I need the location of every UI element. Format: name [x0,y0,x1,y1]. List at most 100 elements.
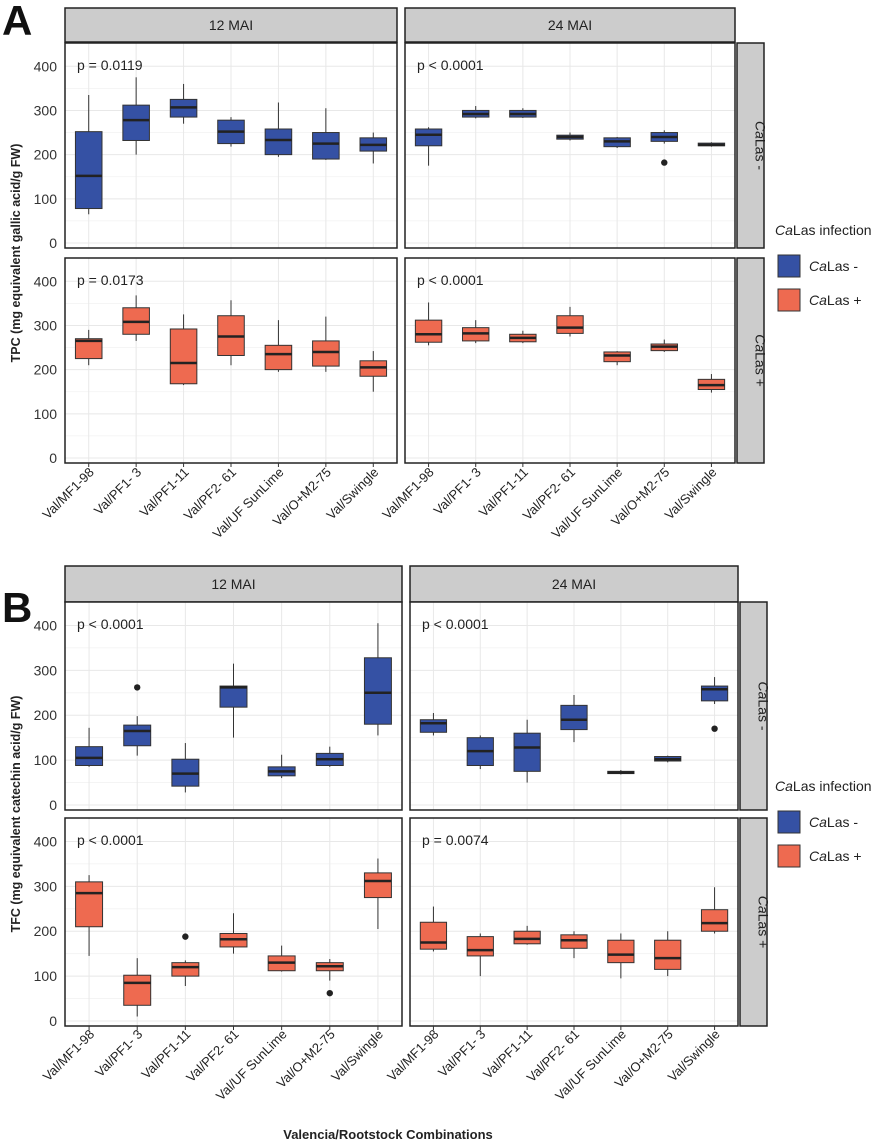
box-iqr [123,974,152,1006]
chart-A: A TPC (mg equivalent gallic acid/g FW) 12 … [2,0,872,541]
legend-entry: CaLas + [809,292,862,308]
box-iqr [312,132,340,160]
box-0 [74,94,103,215]
panel: p = 0.0119 [64,42,398,249]
box-2 [169,314,198,386]
p-value-label: p = 0.0074 [422,832,489,848]
box-3 [560,695,588,743]
box-outlier [326,989,333,997]
box-6 [359,132,388,164]
row-strip-label: CaLas - [756,681,772,730]
column-strip-label: 24 MAI [548,17,592,33]
box-4 [607,769,635,775]
box-2 [171,743,200,793]
box-4 [603,351,631,366]
legend-swatch [777,254,801,278]
box-4 [267,754,296,779]
box-iqr [122,104,150,141]
legend-swatch [777,810,801,834]
box-0 [414,127,443,166]
box-iqr [264,344,293,371]
box-0 [74,329,103,366]
box-3 [219,913,248,954]
box-iqr [75,881,104,928]
p-value-label: p = 0.0119 [77,57,143,73]
box-5 [315,959,344,997]
p-value-label: p = 0.0173 [77,272,144,288]
row-strip [736,257,765,464]
y-axis-title: TFC (mg equivalent catechin acid/g FW) [9,696,23,933]
box-iqr [414,319,443,343]
x-tick-label: Val/Swingle [323,465,381,523]
box-iqr [414,128,443,147]
box-iqr [700,909,729,932]
row-strip-label: CaLas + [753,334,769,387]
y-tick-label: 100 [34,752,58,768]
box-6 [363,858,392,929]
box-5 [650,339,678,352]
y-tick-label: 300 [34,102,58,118]
p-value-label: p < 0.0001 [422,616,489,632]
box-2 [169,83,198,124]
box-0 [75,727,104,767]
box-iqr [513,930,541,945]
box-1 [462,320,490,344]
box-1 [466,735,494,770]
panel: p < 0.0001 [64,817,403,1027]
x-tick-label: Val/Swingle [328,1027,386,1085]
legend-title: CaLas infection [775,778,872,794]
box-3 [219,663,248,738]
box-iqr [419,921,448,950]
box-6 [700,677,729,732]
box-5 [650,130,678,166]
figure-label: B [2,584,32,631]
box-3 [217,300,245,366]
row-strip-label: CaLas + [756,896,772,949]
box-2 [513,719,541,783]
y-tick-label: 100 [34,406,58,422]
p-value-label: p < 0.0001 [77,616,144,632]
box-6 [697,374,726,393]
legend-entry: CaLas + [809,848,862,864]
box-iqr [560,934,588,949]
box-iqr [603,351,631,363]
y-axis-title: TPC (mg equivalent gallic acid/g FW) [9,144,23,363]
panel-border [64,601,403,811]
panel: p = 0.0173 [64,257,398,464]
box-1 [123,958,152,1017]
box-4 [267,945,296,972]
panel: p < 0.0001 [404,257,736,464]
box-4 [603,136,631,148]
box-iqr [419,719,448,733]
row-strip [739,817,768,1027]
box-0 [419,906,448,952]
panel-border [64,42,398,249]
panel-border [409,601,739,811]
box-3 [556,132,584,141]
y-tick-label: 0 [49,450,57,466]
panel-border [404,42,736,249]
panel: p < 0.0001 [404,42,736,249]
y-tick-label: 0 [49,797,57,813]
box-5 [312,316,340,372]
box-iqr [556,315,584,334]
box-3 [560,931,588,959]
box-2 [509,108,537,118]
y-tick-label: 200 [34,362,58,378]
box-iqr [466,936,494,957]
box-iqr [363,872,392,899]
y-tick-label: 200 [34,923,58,939]
box-iqr [74,338,103,360]
box-2 [509,330,537,344]
box-1 [123,684,152,756]
y-tick-label: 200 [34,147,58,163]
y-tick-label: 200 [34,707,58,723]
box-6 [363,623,392,736]
box-5 [312,108,340,160]
box-outlier [134,684,141,691]
box-5 [315,746,344,767]
box-5 [654,755,682,763]
box-iqr [363,657,392,725]
box-3 [556,306,584,337]
box-iqr [74,131,103,210]
